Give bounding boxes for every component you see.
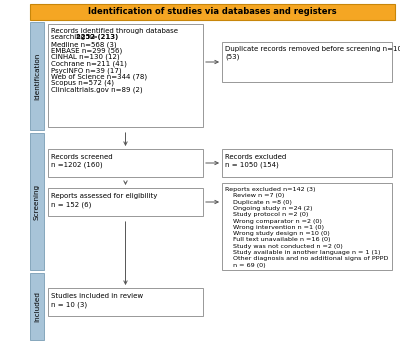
Text: Wrong study design n =10 (0): Wrong study design n =10 (0)	[225, 231, 330, 236]
Text: searching n=: searching n=	[51, 34, 98, 40]
Text: Duplicate n =8 (0): Duplicate n =8 (0)	[225, 200, 292, 205]
Bar	[48, 288, 203, 316]
Text: Records excluded
n = 1050 (154): Records excluded n = 1050 (154)	[225, 154, 286, 168]
Text: CINHAL n=130 (12): CINHAL n=130 (12)	[51, 54, 120, 60]
Bar	[30, 273, 44, 340]
Text: Study was not conducted n =2 (0): Study was not conducted n =2 (0)	[225, 244, 343, 249]
Text: Other diagnosis and no additional signs of PPPD: Other diagnosis and no additional signs …	[225, 256, 388, 261]
Bar	[30, 22, 44, 130]
Bar	[48, 188, 203, 216]
Text: Wrong intervention n =1 (0): Wrong intervention n =1 (0)	[225, 225, 324, 230]
Text: Reports assessed for eligibility
n = 152 (6): Reports assessed for eligibility n = 152…	[51, 193, 157, 207]
Text: Review n =7 (0): Review n =7 (0)	[225, 193, 284, 198]
Text: Web of Science n=344 (78): Web of Science n=344 (78)	[51, 73, 147, 80]
Text: Records identified through database: Records identified through database	[51, 28, 178, 34]
Text: Records screened
n =1202 (160): Records screened n =1202 (160)	[51, 154, 113, 168]
Text: 2252 (213): 2252 (213)	[76, 34, 118, 40]
Text: Screening: Screening	[34, 184, 40, 219]
Text: Studies included in review
n = 10 (3): Studies included in review n = 10 (3)	[51, 293, 143, 307]
Text: EMBASE n=299 (56): EMBASE n=299 (56)	[51, 48, 122, 54]
Text: Study available in another language n = 1 (1): Study available in another language n = …	[225, 250, 380, 255]
Bar	[222, 183, 392, 270]
Text: Identification of studies via databases and registers: Identification of studies via databases …	[88, 8, 337, 17]
Text: Scopus n=572 (4): Scopus n=572 (4)	[51, 80, 114, 87]
Bar	[48, 149, 203, 177]
Text: Cochrane n=211 (41): Cochrane n=211 (41)	[51, 60, 127, 67]
Text: Medline n=568 (3): Medline n=568 (3)	[51, 41, 117, 48]
Text: Included: Included	[34, 291, 40, 322]
Bar	[48, 24, 203, 127]
Text: PsycINFO n=39 (17): PsycINFO n=39 (17)	[51, 67, 122, 73]
Bar	[222, 42, 392, 82]
Text: Ongoing study n =24 (2): Ongoing study n =24 (2)	[225, 206, 312, 211]
Bar	[30, 4, 395, 20]
Text: Reports excluded n=142 (3): Reports excluded n=142 (3)	[225, 187, 316, 192]
Text: n = 69 (0): n = 69 (0)	[225, 263, 266, 268]
Bar	[30, 133, 44, 270]
Text: Full text unavailable n =16 (0): Full text unavailable n =16 (0)	[225, 237, 330, 243]
Bar	[222, 149, 392, 177]
Text: Clinicaltrials.gov n=89 (2): Clinicaltrials.gov n=89 (2)	[51, 87, 143, 93]
Text: Study protocol n =2 (0): Study protocol n =2 (0)	[225, 212, 308, 217]
Text: Duplicate records removed before screening n=1050
(53): Duplicate records removed before screeni…	[225, 46, 400, 60]
Text: Wrong comparator n =2 (0): Wrong comparator n =2 (0)	[225, 218, 322, 224]
Text: Identification: Identification	[34, 52, 40, 100]
